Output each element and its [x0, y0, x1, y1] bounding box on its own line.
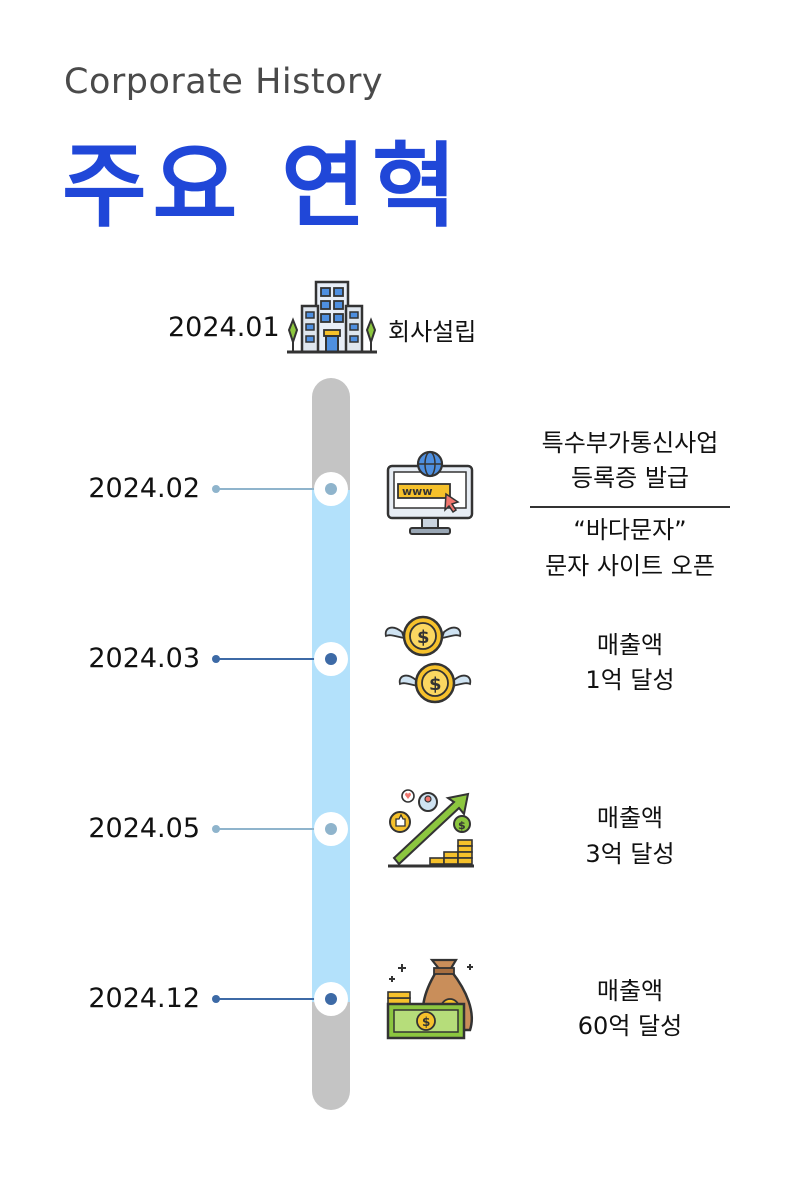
svg-text:www: www — [402, 485, 433, 498]
svg-text:$: $ — [422, 1015, 430, 1029]
event-text-line: 60억 달성 — [577, 1012, 683, 1040]
page-title: 주요 연혁 — [62, 133, 463, 240]
svg-text:$: $ — [458, 819, 466, 832]
timeline-node — [314, 982, 348, 1016]
event-text-line: 1억 달성 — [585, 666, 675, 694]
founding-label: 회사설립 — [388, 318, 477, 346]
connector-line — [216, 998, 316, 1000]
money-bag-icon: $ — [384, 952, 478, 1052]
timeline-track-fill — [312, 490, 350, 1002]
www-monitor-icon: www — [384, 450, 476, 544]
event-text-line: 매출액 — [596, 977, 664, 1005]
flying-coins-icon: $ $ — [382, 614, 478, 710]
milestone-date: 2024.02 — [88, 473, 200, 504]
event-divider — [530, 506, 730, 508]
timeline-node — [314, 812, 348, 846]
connector-line — [216, 828, 316, 830]
growth-chart-icon: $ — [384, 784, 478, 878]
header-subtitle: Corporate History — [64, 62, 384, 102]
milestone-date: 2024.12 — [88, 983, 200, 1014]
timeline-node — [314, 472, 348, 506]
milestone-date: 2024.03 — [88, 643, 200, 674]
event-text-line: 등록증 발급 — [570, 464, 690, 492]
svg-text:$: $ — [429, 674, 442, 695]
event-text-line: “바다문자” — [573, 516, 687, 544]
connector-line — [216, 658, 316, 660]
event-text-line: 매출액 — [596, 631, 664, 659]
founding-date: 2024.01 — [168, 312, 280, 343]
event-text-line: 문자 사이트 오픈 — [545, 552, 715, 580]
office-building-icon — [286, 280, 378, 364]
connector-line — [216, 488, 316, 490]
timeline-node — [314, 642, 348, 676]
event-text-line: 3억 달성 — [585, 840, 675, 868]
event-text-line: 특수부가통신사업 — [541, 429, 719, 457]
milestone-date: 2024.05 — [88, 813, 200, 844]
svg-text:$: $ — [417, 627, 430, 648]
event-text-line: 매출액 — [596, 804, 664, 832]
